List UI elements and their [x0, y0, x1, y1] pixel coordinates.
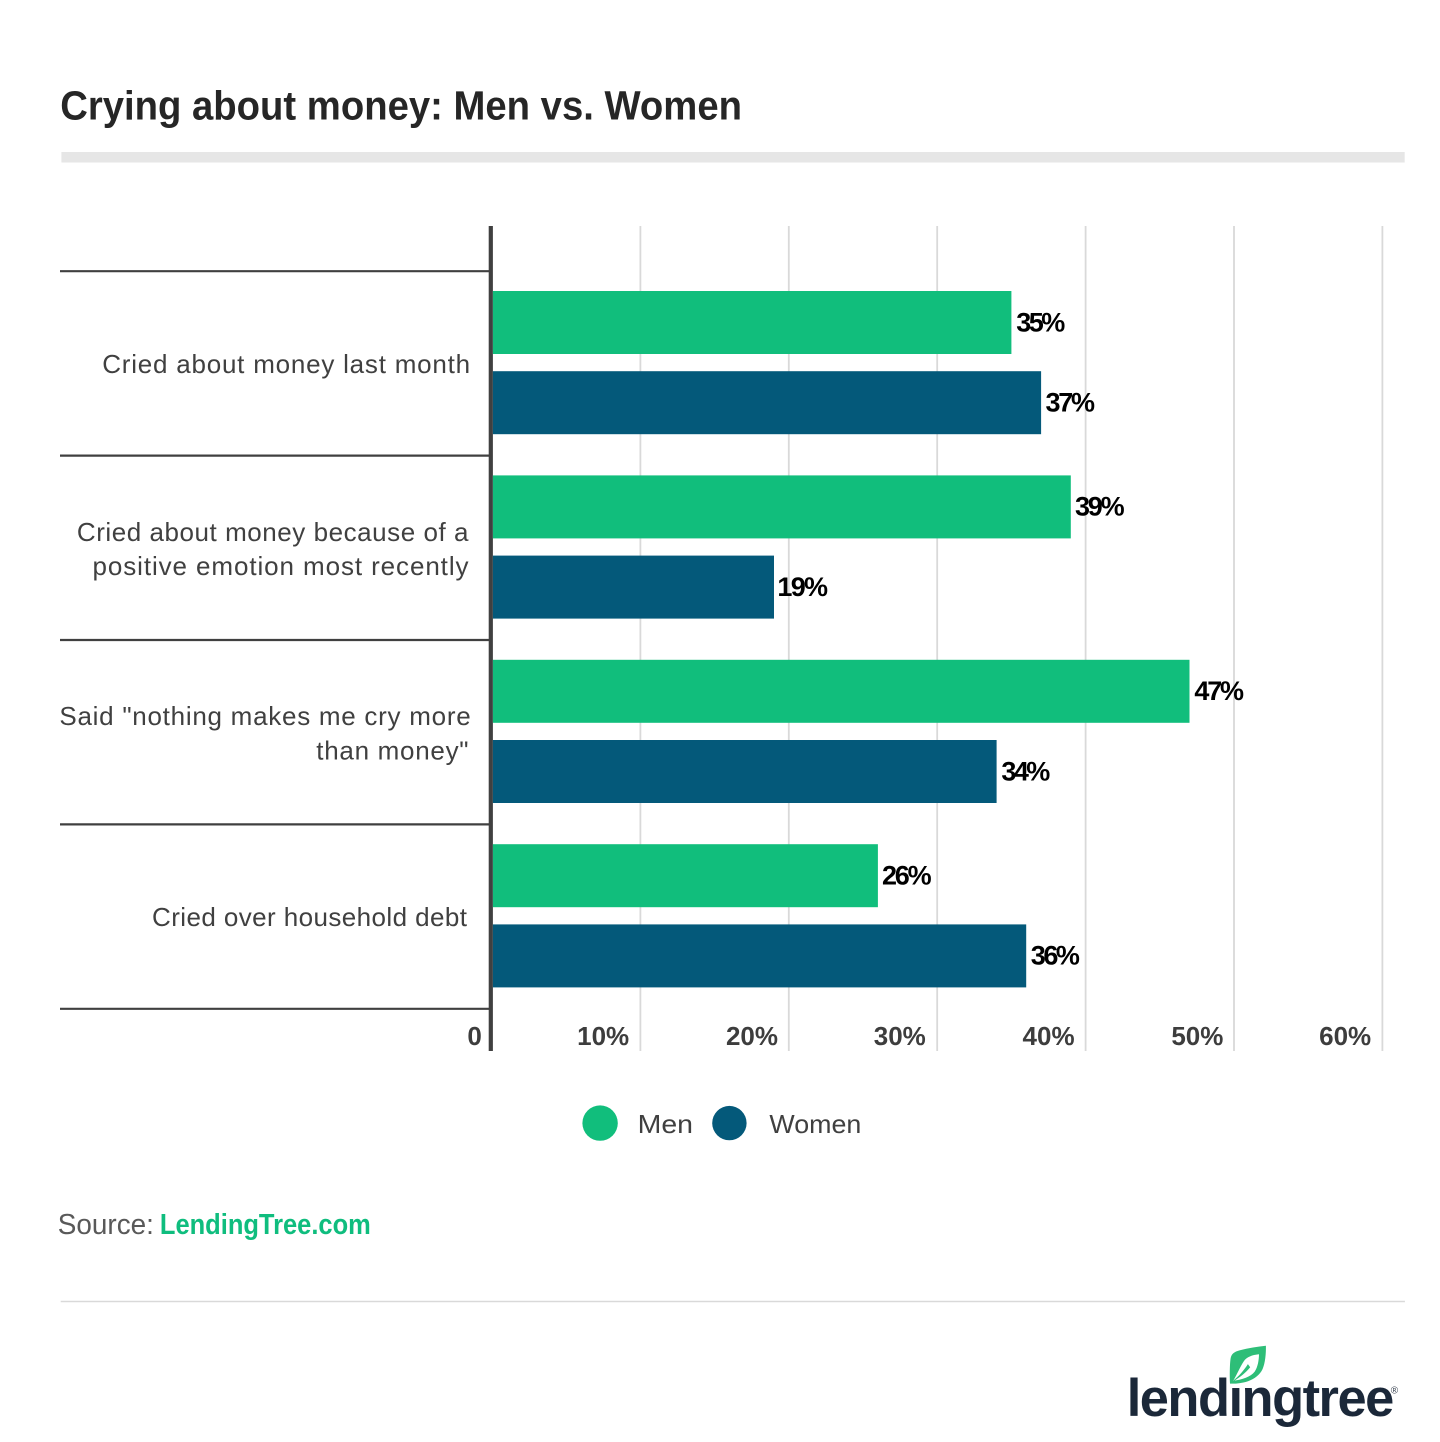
svg-text:20%: 20%	[726, 1021, 778, 1051]
svg-text:Said "nothing makes me cry mor: Said "nothing makes me cry more	[59, 701, 470, 731]
svg-text:Men: Men	[638, 1109, 693, 1139]
svg-text:40%: 40%	[1023, 1021, 1075, 1051]
svg-text:Cried about money because of a: Cried about money because of a	[77, 517, 469, 547]
svg-text:Cried over household debt: Cried over household debt	[152, 902, 468, 932]
svg-text:than money": than money"	[316, 735, 468, 765]
svg-text:39%: 39%	[1075, 492, 1125, 522]
svg-text:37%: 37%	[1046, 388, 1096, 418]
svg-text:36%: 36%	[1031, 941, 1080, 971]
svg-text:LendingTree.com: LendingTree.com	[160, 1209, 371, 1241]
svg-text:lendıngtree: lendıngtree	[1127, 1369, 1393, 1428]
svg-text:10%: 10%	[577, 1021, 629, 1051]
svg-text:30%: 30%	[874, 1021, 926, 1051]
svg-text:60%: 60%	[1319, 1021, 1371, 1051]
svg-text:®: ®	[1391, 1386, 1399, 1397]
svg-text:Crying about money: Men vs. Wo: Crying about money: Men vs. Women	[60, 83, 742, 129]
svg-text:positive emotion most recently: positive emotion most recently	[93, 551, 469, 581]
svg-text:35%: 35%	[1016, 307, 1065, 337]
svg-text:19%: 19%	[777, 572, 828, 602]
svg-text:47%: 47%	[1194, 676, 1244, 706]
svg-text:Women: Women	[769, 1109, 861, 1139]
svg-text:26%: 26%	[882, 861, 932, 891]
svg-text:50%: 50%	[1171, 1021, 1223, 1051]
svg-text:0: 0	[467, 1021, 481, 1051]
svg-text:34%: 34%	[1001, 756, 1050, 786]
svg-text:Cried about money last month: Cried about money last month	[102, 349, 470, 379]
svg-text:Source:: Source:	[58, 1209, 154, 1241]
